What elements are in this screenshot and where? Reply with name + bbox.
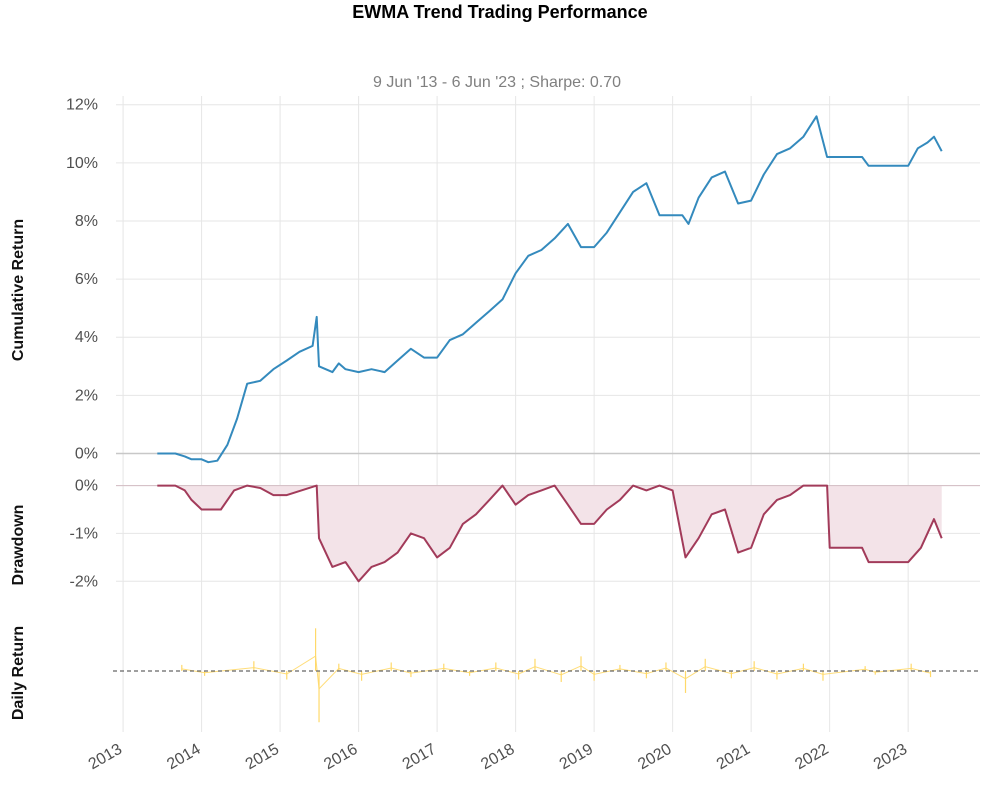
y-tick-label: 8% [75, 213, 98, 230]
y-tick-label: 6% [75, 271, 98, 288]
x-tick-label: 2022 [792, 741, 831, 774]
x-tick-label: 2019 [557, 741, 596, 774]
y-tick-label: 0% [75, 445, 98, 462]
x-tick-label: 2018 [478, 741, 517, 774]
drawdown-axis-label: Drawdown [10, 505, 27, 586]
x-tick-label: 2015 [243, 741, 282, 774]
drawdown-area [157, 485, 942, 582]
y-tick-label: -1% [70, 525, 98, 542]
cumulative-return-panel: 0% 2% 4% 6% 8% 10% 12% [66, 97, 980, 464]
x-tick-label: 2014 [164, 741, 203, 774]
y-tick-label: 4% [75, 329, 98, 346]
x-tick-label: 2016 [321, 741, 360, 774]
y-tick-label: 2% [75, 387, 98, 404]
x-tick-label: 2013 [86, 741, 125, 774]
chart-subtitle: 9 Jun '13 - 6 Jun '23 ; Sharpe: 0.70 [373, 74, 621, 91]
chart-title: EWMA Trend Trading Performance [352, 2, 647, 22]
grid-lines [122, 96, 909, 732]
daily-return-axis-label: Daily Return [10, 626, 27, 720]
drawdown-line [157, 484, 943, 583]
daily-return-line [181, 655, 931, 691]
x-axis-ticks: 2013 2014 2015 2016 2017 2018 2019 2020 2021 2022… [86, 741, 910, 774]
y-tick-label: 12% [66, 97, 98, 114]
daily-return-panel [113, 628, 980, 723]
x-tick-label: 2023 [871, 741, 910, 774]
x-tick-label: 2020 [635, 741, 674, 774]
cumulative-return-axis-label: Cumulative Return [10, 219, 27, 361]
x-tick-label: 2017 [400, 741, 439, 774]
y-tick-label: -2% [70, 573, 98, 590]
drawdown-panel: 0% -1% -2% [70, 478, 980, 590]
y-tick-label: 10% [66, 155, 98, 172]
cumulative-return-line [157, 115, 943, 464]
y-tick-label: 0% [75, 478, 98, 495]
x-tick-label: 2021 [714, 741, 753, 774]
